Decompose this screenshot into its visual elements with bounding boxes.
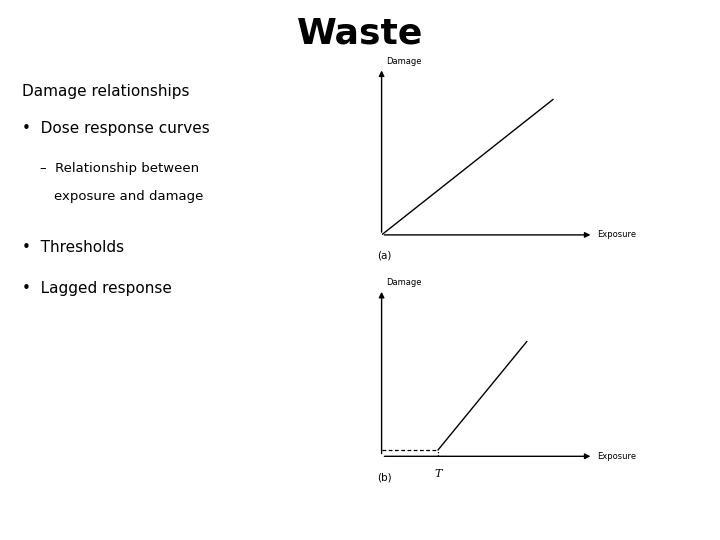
Text: Exposure: Exposure (598, 452, 636, 461)
Text: •  Thresholds: • Thresholds (22, 240, 124, 255)
Text: Waste: Waste (297, 16, 423, 50)
Text: exposure and damage: exposure and damage (54, 190, 203, 203)
Text: Exposure: Exposure (598, 231, 636, 239)
Text: (a): (a) (377, 251, 392, 261)
Text: •  Dose response curves: • Dose response curves (22, 122, 210, 137)
Text: (b): (b) (377, 472, 392, 482)
Text: Damage: Damage (386, 279, 421, 287)
Text: –  Relationship between: – Relationship between (40, 162, 199, 175)
Text: T: T (434, 469, 442, 479)
Text: Damage relationships: Damage relationships (22, 84, 189, 99)
Text: •  Lagged response: • Lagged response (22, 281, 171, 296)
Text: Damage: Damage (386, 57, 421, 66)
